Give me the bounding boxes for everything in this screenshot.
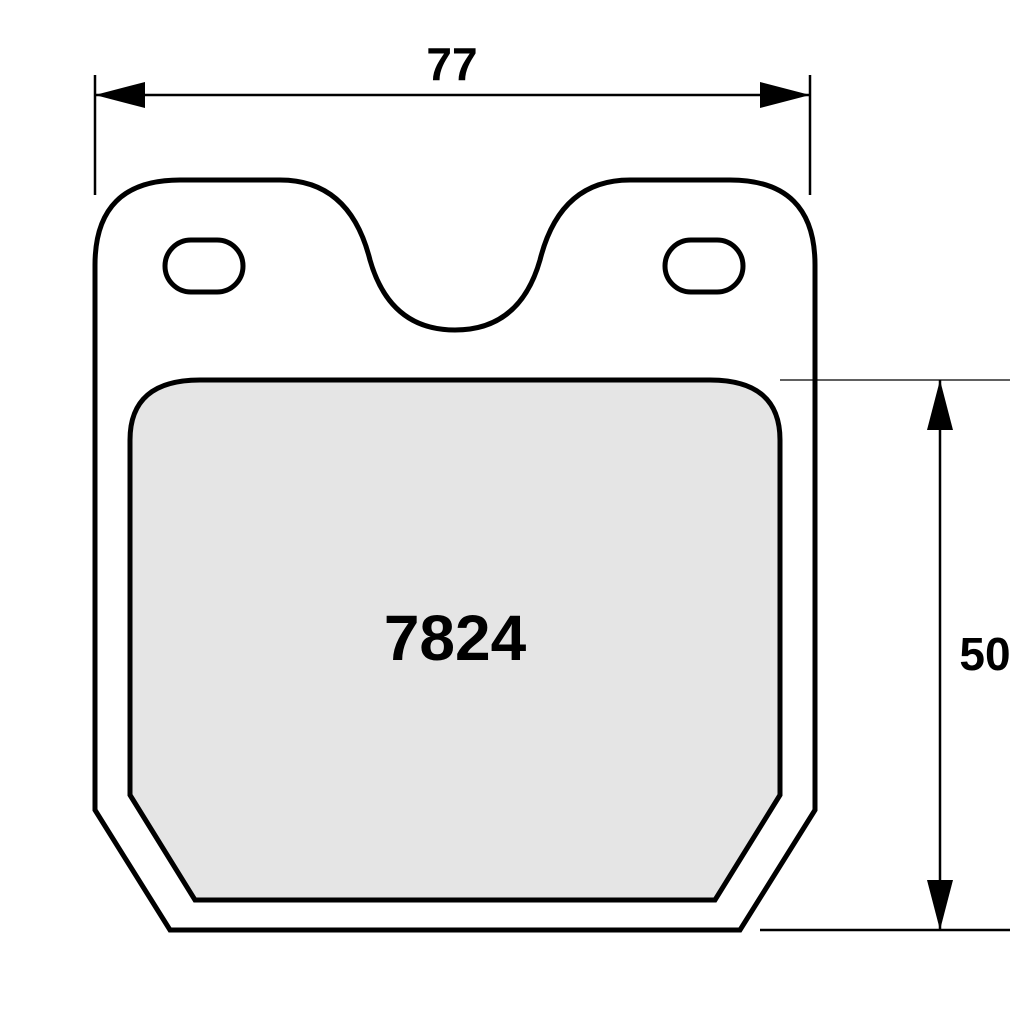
mounting-holes [165, 240, 743, 292]
technical-drawing: 77 50 7824 [0, 0, 1024, 1024]
height-dimension-label: 50 [959, 628, 1010, 680]
height-dimension: 50 [760, 380, 1011, 930]
width-dimension: 77 [95, 38, 810, 195]
width-dimension-label: 77 [426, 38, 477, 90]
mounting-hole-right [665, 240, 743, 292]
part-number-label: 7824 [384, 602, 527, 674]
mounting-hole-left [165, 240, 243, 292]
